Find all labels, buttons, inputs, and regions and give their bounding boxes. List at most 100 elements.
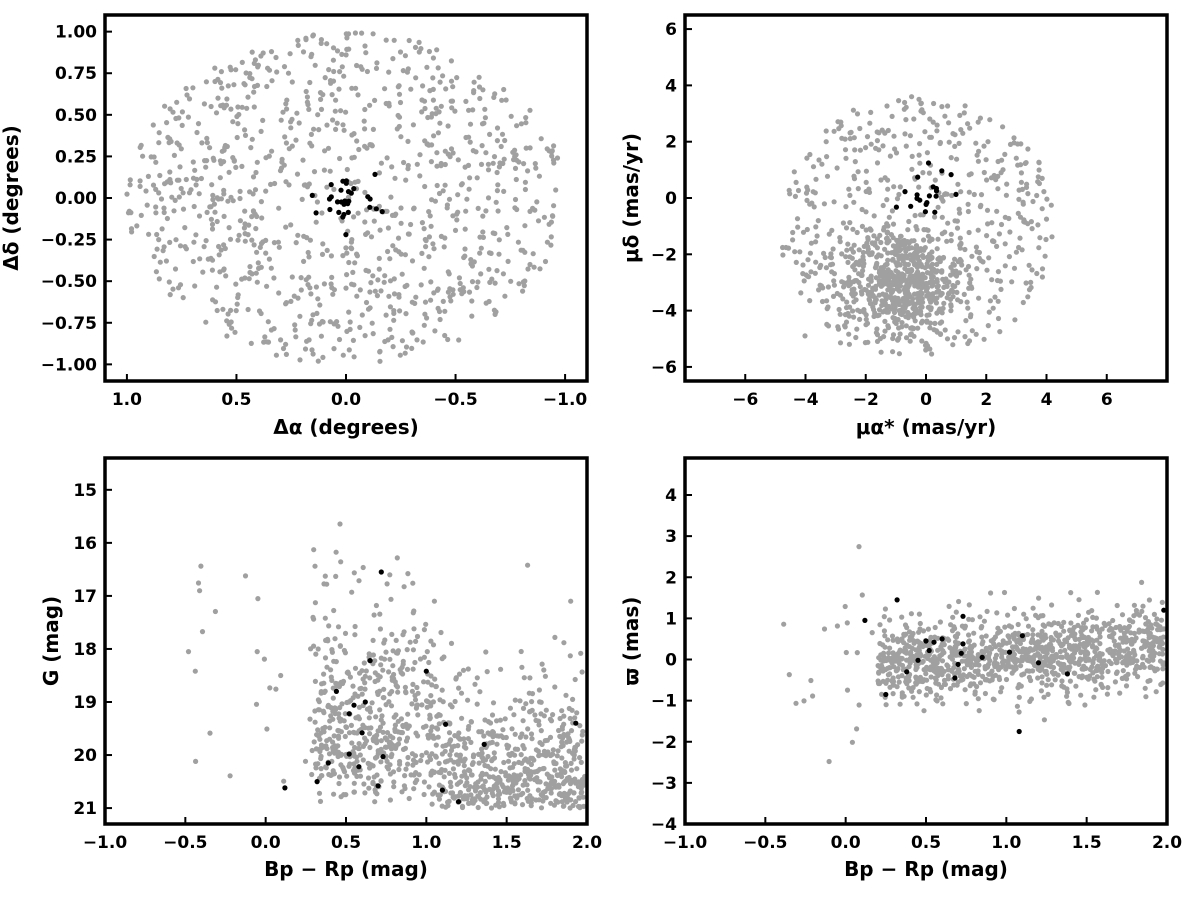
field-star-point (1128, 630, 1134, 636)
field-star-point (494, 268, 500, 274)
field-star-point (368, 234, 375, 240)
field-star-point (359, 66, 365, 72)
field-star-point (863, 322, 869, 328)
field-star-point (199, 629, 206, 635)
field-star-point (387, 278, 394, 284)
field-star-point (1011, 636, 1017, 642)
field-star-point (786, 187, 792, 193)
field-star-point (233, 281, 239, 287)
field-star-point (391, 37, 397, 43)
field-star-point (259, 215, 265, 221)
field-star-point (1003, 676, 1010, 683)
field-star-point (312, 678, 318, 685)
field-star-point (1154, 639, 1160, 645)
field-star-point (896, 288, 903, 294)
field-star-point (344, 250, 350, 256)
field-star-point (921, 227, 927, 233)
field-star-point (923, 692, 929, 698)
field-star-point (192, 668, 198, 674)
field-star-point (372, 755, 379, 761)
field-star-point (1114, 659, 1120, 666)
field-star-point (1012, 317, 1018, 323)
field-star-point (178, 185, 184, 192)
field-star-point (859, 206, 865, 213)
field-star-point (409, 299, 415, 305)
y-tick-label: 18 (73, 640, 97, 660)
field-star-point (387, 256, 393, 262)
field-star-point (934, 284, 940, 290)
field-star-point (183, 85, 189, 92)
field-star-point (1111, 638, 1117, 644)
field-star-point (561, 790, 567, 796)
field-star-point (934, 246, 940, 252)
field-star-point (159, 226, 165, 232)
member-star-point (862, 617, 868, 624)
field-star-point (965, 263, 972, 270)
field-star-point (283, 224, 289, 230)
field-star-point (248, 340, 254, 346)
field-star-point (538, 805, 545, 811)
field-star-point (254, 159, 260, 165)
field-star-point (1158, 617, 1165, 623)
field-star-point (337, 643, 343, 649)
field-star-point (578, 759, 584, 766)
field-star-point (350, 767, 357, 774)
field-star-point (188, 187, 194, 193)
field-star-point (161, 205, 167, 211)
field-star-point (907, 133, 914, 139)
field-star-point (572, 676, 578, 683)
field-star-point (375, 728, 381, 734)
field-star-point (1158, 639, 1164, 645)
field-star-point (367, 731, 373, 737)
field-star-point (1042, 623, 1048, 629)
field-star-point (963, 701, 969, 707)
field-star-point (891, 133, 897, 139)
field-star-point (898, 233, 904, 239)
field-star-point (988, 646, 995, 652)
member-star-point (923, 638, 929, 644)
field-star-point (919, 276, 926, 282)
field-star-point (198, 563, 204, 569)
field-star-point (426, 209, 432, 215)
field-star-point (154, 246, 160, 252)
field-star-point (254, 82, 261, 88)
field-star-point (889, 633, 896, 639)
field-star-point (483, 649, 489, 655)
field-star-point (932, 675, 938, 681)
field-star-point (876, 307, 883, 313)
field-star-point (451, 743, 457, 749)
field-star-point (362, 143, 368, 149)
field-star-point (381, 279, 387, 285)
field-star-point (395, 648, 401, 654)
field-star-point (939, 268, 945, 274)
field-star-point (998, 221, 1005, 228)
field-star-point (522, 179, 529, 185)
field-star-point (153, 159, 159, 165)
field-star-point (493, 199, 499, 205)
field-star-point (447, 702, 453, 708)
field-star-point (975, 668, 981, 674)
field-star-point (487, 720, 494, 726)
field-star-point (1069, 627, 1075, 633)
field-star-point (498, 143, 504, 150)
field-star-point (468, 800, 474, 806)
field-star-point (863, 145, 869, 151)
field-star-point (525, 266, 531, 272)
field-star-point (1134, 611, 1140, 617)
field-star-point (250, 174, 257, 180)
field-star-point (966, 272, 972, 278)
field-star-point (161, 209, 167, 216)
field-star-point (235, 294, 241, 301)
field-star-point (910, 305, 916, 311)
member-star-point (351, 702, 357, 708)
field-star-point (947, 296, 954, 302)
field-star-point (340, 352, 346, 358)
member-star-point (367, 658, 373, 664)
field-star-point (881, 224, 887, 231)
field-star-point (252, 57, 258, 63)
field-star-point (364, 68, 370, 75)
field-star-point (239, 163, 245, 169)
field-star-point (399, 789, 405, 795)
field-star-point (176, 194, 182, 200)
